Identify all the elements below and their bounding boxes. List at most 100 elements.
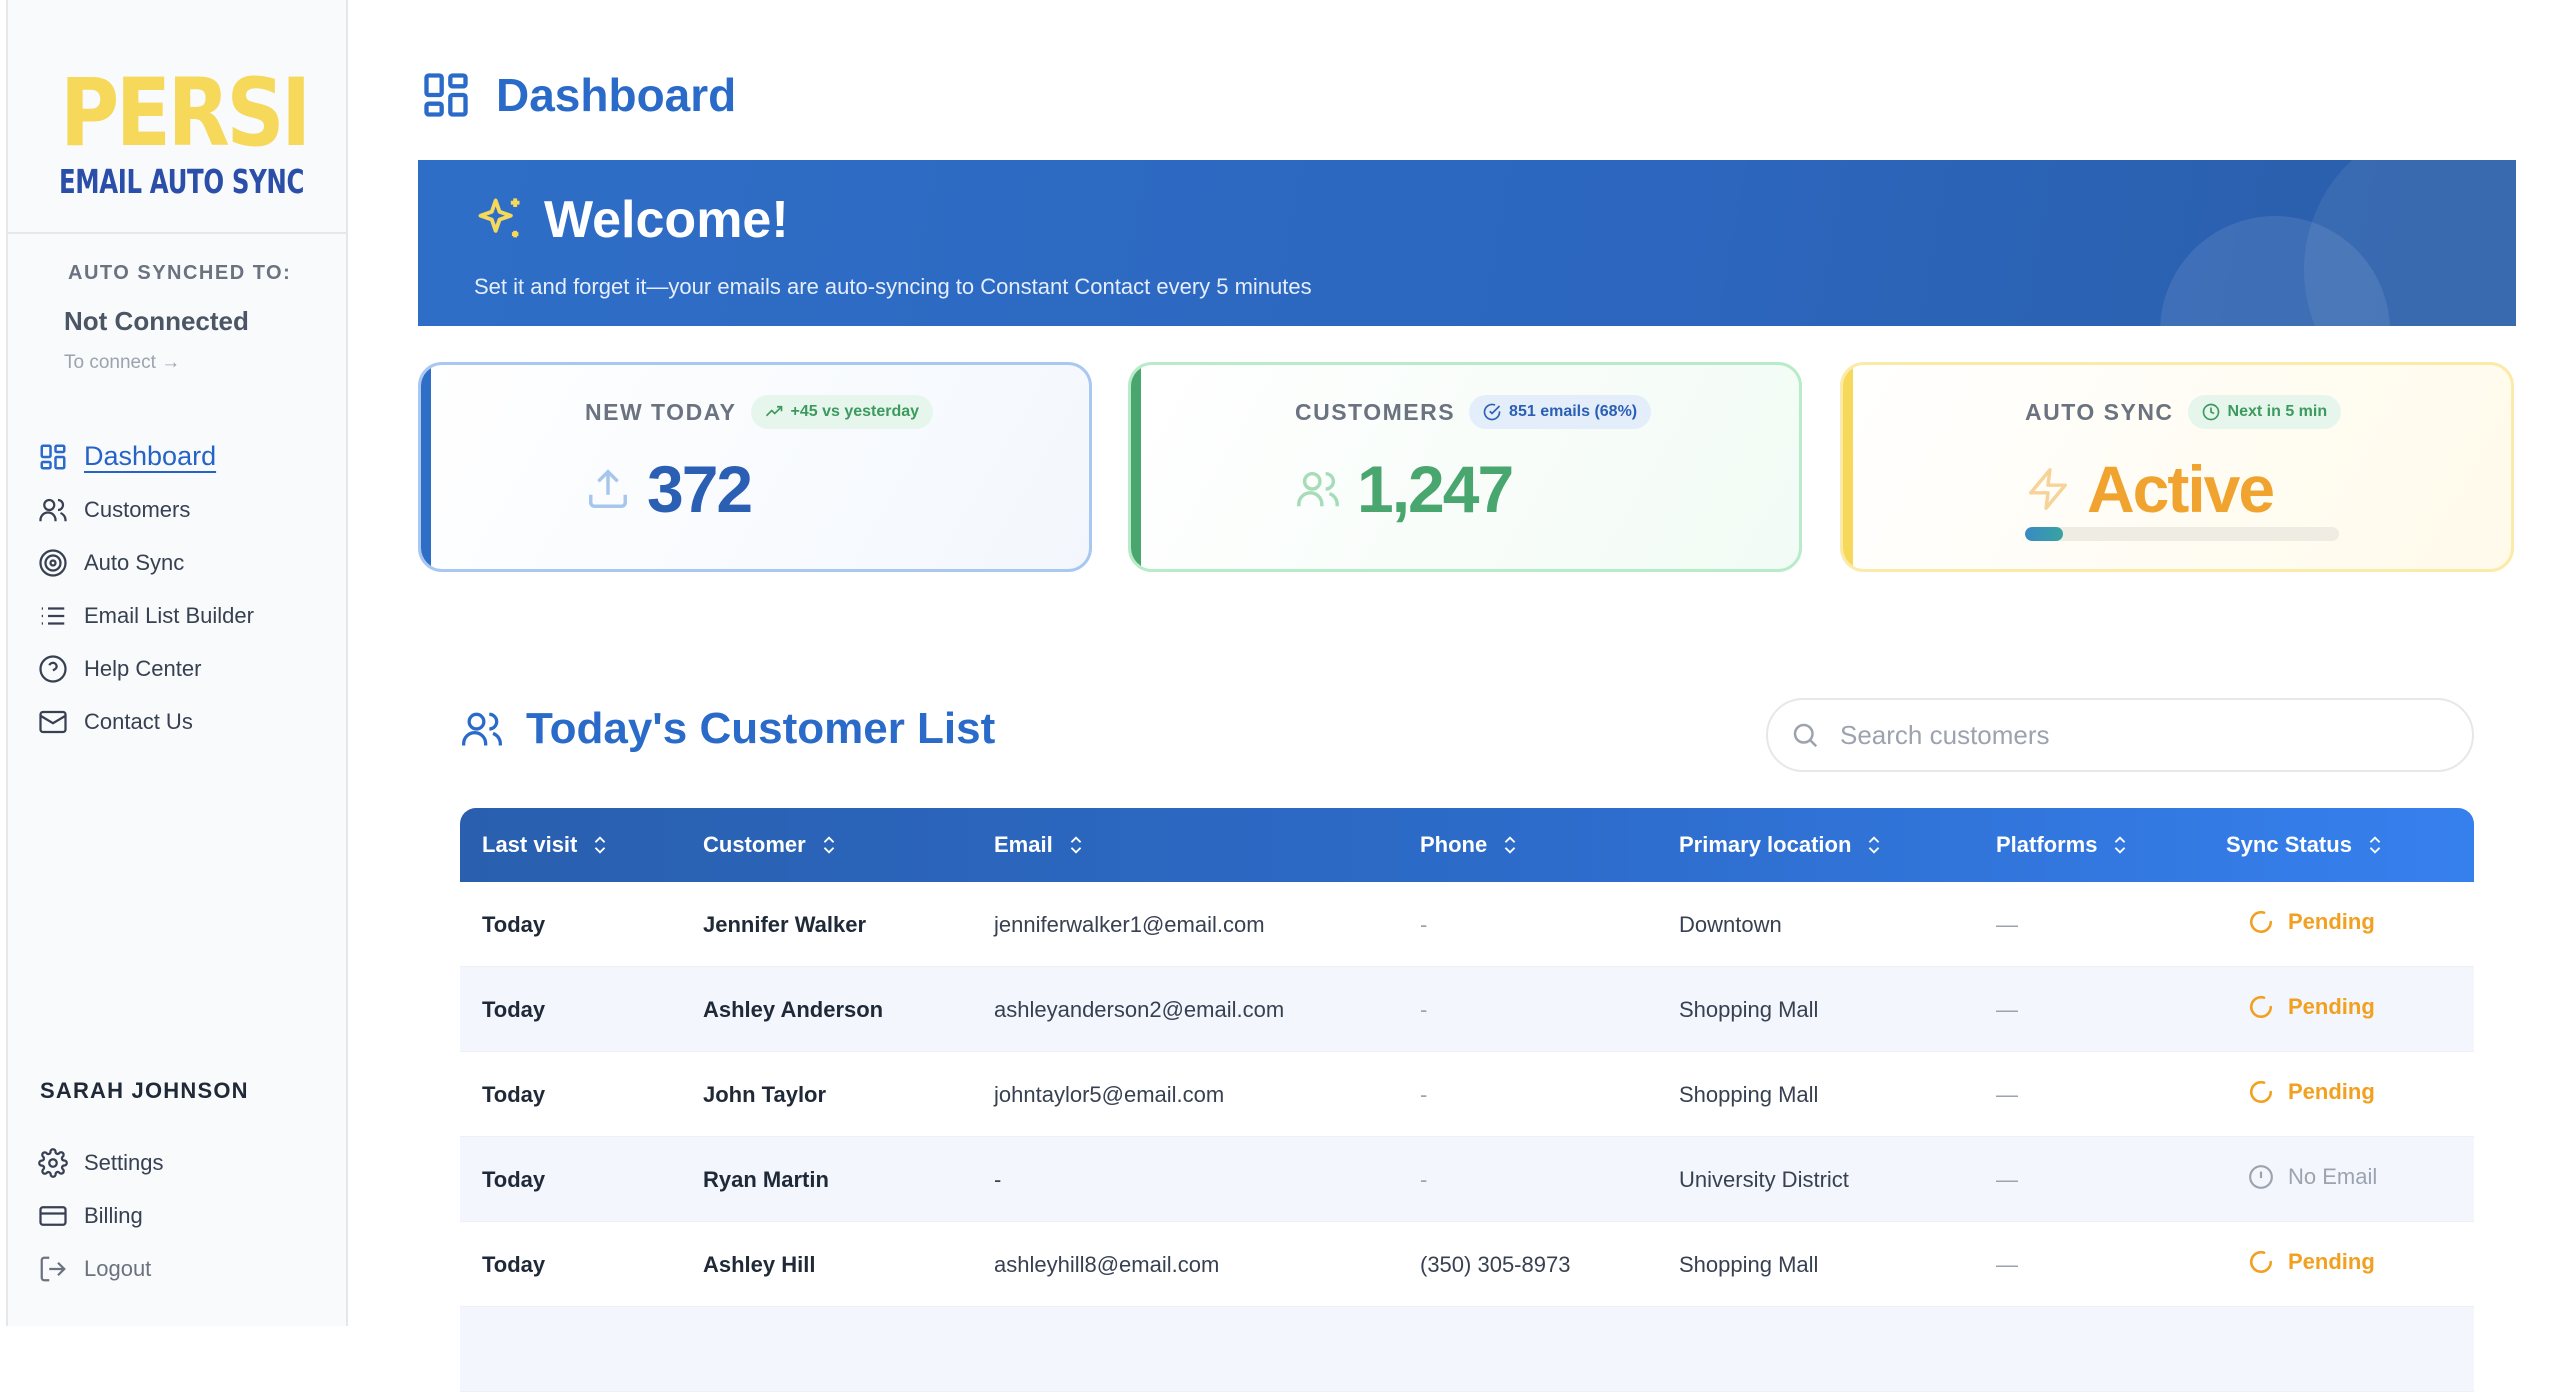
- sort-icon: [1505, 836, 1516, 854]
- alert-circle-icon: [2249, 1164, 2273, 1189]
- cell-phone: (350) 305-8973: [1420, 1251, 1571, 1277]
- column-header-platforms[interactable]: Platforms: [1996, 808, 2131, 882]
- table-row[interactable]: Today Ashley Hill ashleyhill8@email.com …: [460, 1222, 2474, 1307]
- lightning-icon: [2029, 468, 2067, 510]
- card-label: AUTO SYNC: [2025, 398, 2174, 425]
- stat-card-new-today: NEW TODAY +45 vs yesterday 372: [418, 362, 1092, 572]
- card-value: Active: [2025, 451, 2275, 527]
- cell-sync-status: Pending: [2248, 882, 2375, 967]
- sidebar-item-dashboard[interactable]: Dashboard: [38, 430, 328, 483]
- account-nav: Settings Billing Logout: [38, 1136, 328, 1295]
- emails-badge-text: 851 emails (68%): [1509, 403, 1638, 420]
- upload-icon: [589, 469, 627, 508]
- card-label: CUSTOMERS: [1295, 398, 1456, 425]
- cell-phone: -: [1420, 1166, 1428, 1192]
- status-text: No Email: [2288, 1163, 2378, 1189]
- status-text: Pending: [2288, 1248, 2375, 1274]
- cell-sync-status: Pending: [2248, 1222, 2375, 1307]
- table-row[interactable]: Today John Taylor johntaylor5@email.com …: [460, 1052, 2474, 1137]
- sidebar-item-settings[interactable]: Settings: [38, 1136, 328, 1189]
- customer-list-title: Today's Customer List: [460, 704, 995, 754]
- status-badge: Pending: [2248, 909, 2375, 935]
- column-header-sync-status[interactable]: Sync Status: [2226, 808, 2386, 882]
- cell-last-visit: Today: [482, 1251, 546, 1277]
- cell-primary-location: University District: [1679, 1166, 1849, 1192]
- emails-badge: 851 emails (68%): [1469, 395, 1652, 429]
- column-header-last-visit[interactable]: Last visit: [482, 808, 611, 882]
- sidebar-item-email-list-builder[interactable]: Email List Builder: [38, 589, 328, 642]
- status-badge: Pending: [2248, 1249, 2375, 1275]
- column-header-label: Phone: [1420, 832, 1488, 857]
- sidebar-item-logout[interactable]: Logout: [38, 1242, 328, 1295]
- card-header: CUSTOMERS 851 emails (68%): [1295, 395, 1652, 429]
- brand-logo[interactable]: PERSI EMAIL AUTO SYNC: [8, 0, 346, 234]
- welcome-banner: Welcome! Set it and forget it—your email…: [418, 160, 2516, 326]
- cell-last-visit: Today: [482, 996, 546, 1022]
- search-input[interactable]: [1840, 719, 2440, 751]
- sidebar-item-auto-sync[interactable]: Auto Sync: [38, 536, 328, 589]
- card-value: 1,247: [1295, 451, 1514, 527]
- cell-last-visit: Today: [482, 911, 546, 937]
- cell-phone: -: [1420, 996, 1428, 1022]
- sidebar-item-label: Customers: [84, 496, 191, 522]
- cell-primary-location: Shopping Mall: [1679, 996, 1819, 1022]
- sidebar-item-label: Dashboard: [84, 441, 217, 471]
- sort-icon: [2369, 836, 2381, 854]
- users-icon: [1297, 471, 1339, 507]
- sidebar-item-label: Contact Us: [84, 708, 193, 734]
- column-header-email[interactable]: Email: [994, 808, 1087, 882]
- sidebar-item-help-center[interactable]: Help Center: [38, 642, 328, 695]
- table-row[interactable]: Today Jennifer Walker jenniferwalker1@em…: [460, 882, 2474, 967]
- cell-last-visit: Today: [482, 1166, 546, 1192]
- column-header-label: Last visit: [482, 832, 578, 857]
- cell-email: johntaylor5@email.com: [994, 1081, 1225, 1107]
- sidebar-nav: Dashboard Customers Auto Sync Email List…: [38, 430, 328, 748]
- cell-customer: Ashley Hill: [703, 1251, 816, 1277]
- dashboard-icon: [40, 444, 66, 469]
- stat-card-auto-sync: AUTO SYNC Next in 5 min Active: [1840, 362, 2514, 572]
- column-header-label: Email: [994, 832, 1053, 857]
- cell-primary-location: Shopping Mall: [1679, 1081, 1819, 1107]
- help-icon: [39, 654, 67, 683]
- sidebar-item-label: Help Center: [84, 655, 202, 681]
- cell-platforms: —: [1996, 1081, 2018, 1107]
- status-text: Pending: [2288, 1078, 2375, 1104]
- credit-card-icon: [39, 1205, 67, 1226]
- sync-progress-bar: [2025, 527, 2339, 541]
- sort-icon: [1070, 836, 1081, 854]
- column-header-primary-location[interactable]: Primary location: [1679, 808, 1885, 882]
- sidebar-item-contact-us[interactable]: Contact Us: [38, 695, 328, 748]
- status-badge: No Email: [2248, 1164, 2377, 1190]
- column-header-customer[interactable]: Customer: [703, 808, 840, 882]
- sidebar: PERSI EMAIL AUTO SYNC AUTO SYNCHED TO: N…: [0, 0, 348, 1326]
- spinner-icon: [2249, 1080, 2273, 1103]
- page-title: Dashboard: [420, 68, 736, 122]
- spinner-icon: [2249, 910, 2273, 933]
- card-label: NEW TODAY: [585, 398, 737, 425]
- card-accent: [1843, 365, 1853, 569]
- connect-link-label: To connect: [64, 352, 156, 373]
- page-title-text: Dashboard: [496, 69, 737, 121]
- cell-platforms: —: [1996, 996, 2018, 1022]
- cell-platforms: —: [1996, 1166, 2018, 1192]
- sidebar-item-label: Email List Builder: [84, 602, 254, 628]
- window-edge: [0, 0, 8, 1326]
- customer-table: Last visit Customer Email Phone Primary …: [460, 808, 2474, 1392]
- search-icon: [1793, 723, 1818, 748]
- cell-email: ashleyanderson2@email.com: [994, 996, 1285, 1022]
- cell-sync-status: Pending: [2248, 967, 2375, 1052]
- clock-icon: [2202, 403, 2219, 421]
- users-icon: [462, 712, 502, 746]
- sync-progress-fill: [2025, 527, 2063, 541]
- column-header-label: Customer: [703, 832, 806, 857]
- cell-phone: -: [1420, 911, 1428, 937]
- sidebar-item-billing[interactable]: Billing: [38, 1189, 328, 1242]
- connect-link[interactable]: To connect →: [64, 352, 180, 374]
- column-header-phone[interactable]: Phone: [1420, 808, 1521, 882]
- table-row[interactable]: Today Ryan Martin - - University Distric…: [460, 1137, 2474, 1222]
- sidebar-item-customers[interactable]: Customers: [38, 483, 328, 536]
- table-row[interactable]: [460, 1307, 2474, 1392]
- table-row[interactable]: Today Ashley Anderson ashleyanderson2@em…: [460, 967, 2474, 1052]
- search-box[interactable]: [1766, 698, 2474, 772]
- sort-icon: [1869, 836, 1880, 854]
